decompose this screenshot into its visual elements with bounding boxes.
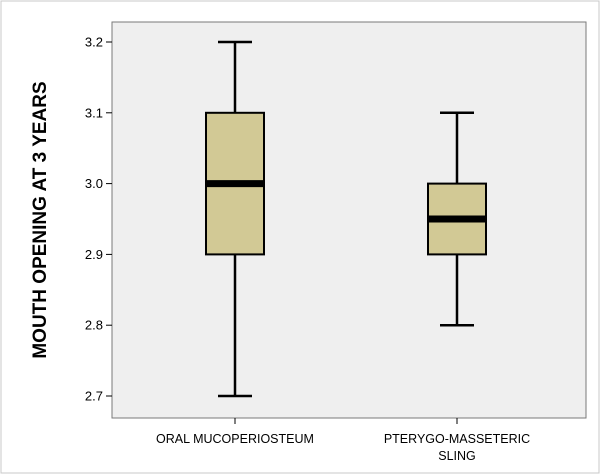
y-tick-label: 3.0 bbox=[85, 176, 103, 191]
box-group-1 bbox=[205, 40, 265, 398]
y-axis: 2.7 2.8 2.9 3.0 3.1 3.2 bbox=[85, 35, 112, 404]
x-category-label: ORAL MUCOPERIOSTEUM bbox=[156, 432, 314, 446]
x-category-label: SLING bbox=[438, 449, 476, 463]
y-tick-label: 3.1 bbox=[85, 105, 103, 120]
y-tick-label: 2.7 bbox=[85, 389, 103, 404]
y-tick-label: 2.8 bbox=[85, 318, 103, 333]
plot-area bbox=[111, 21, 587, 419]
boxplot-series bbox=[205, 40, 487, 398]
y-tick-label: 3.2 bbox=[85, 35, 103, 50]
x-category-label: PTERYGO-MASSETERIC bbox=[384, 432, 530, 446]
box-group-2 bbox=[427, 111, 487, 327]
y-axis-label: MOUTH OPENING AT 3 YEARS bbox=[30, 81, 51, 358]
x-axis: ORAL MUCOPERIOSTEUM PTERYGO-MASSETERIC SLI… bbox=[156, 418, 530, 463]
y-tick-label: 2.9 bbox=[85, 247, 103, 262]
